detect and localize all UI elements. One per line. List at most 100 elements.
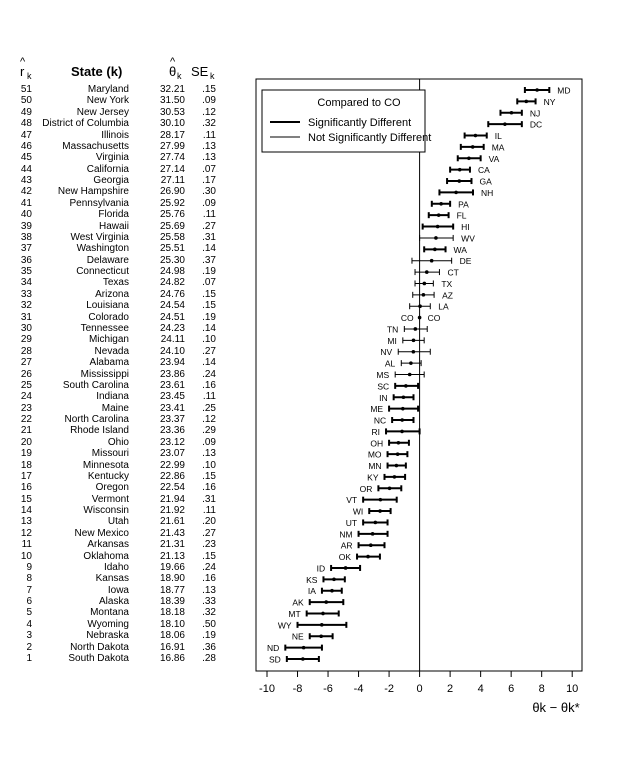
error-bar-az: AZ (412, 290, 453, 300)
error-bar-ar: AR (341, 541, 386, 551)
state-abbrev-label: SC (377, 381, 389, 391)
table-row: 20 Ohio 23.12 .09 (0, 437, 250, 448)
error-bar-wa: WA (423, 245, 468, 255)
rank-cell: 44 (20, 163, 32, 175)
error-bar-ny: NY (516, 97, 556, 107)
theta-cell: 25.51 (159, 243, 185, 255)
state-abbrev-label: VA (489, 154, 500, 164)
state-abbrev-label: ME (370, 404, 383, 414)
rank-cell: 12 (20, 527, 32, 539)
state-cell: Connecticut (76, 266, 129, 278)
error-bar-vt: VT (346, 495, 398, 505)
se-cell: .13 (202, 152, 216, 164)
theta-cell: 21.43 (159, 527, 185, 539)
state-abbrev-label: MS (376, 370, 389, 380)
point-estimate (524, 99, 529, 104)
state-cell: Maryland (87, 84, 129, 95)
error-bar-wv: WV (419, 233, 475, 243)
error-bar-ut: UT (346, 518, 389, 528)
point-estimate (319, 623, 324, 627)
table-row: 17 Kentucky 22.86 .15 (0, 471, 250, 482)
theta-cell: 25.30 (159, 254, 185, 266)
state-abbrev-label: WV (461, 233, 475, 243)
state-cell: Missouri (91, 448, 129, 460)
x-axis-label: θk − θk* (532, 700, 579, 715)
error-bar-ok: OK (339, 552, 381, 562)
table-row: 2 North Dakota 16.91 .36 (0, 642, 250, 653)
table-row: 12 New Mexico 21.43 .27 (0, 528, 250, 539)
legend: Compared to CO Significantly Different N… (261, 89, 431, 153)
theta-cell: 23.86 (159, 368, 185, 380)
point-estimate (324, 600, 329, 604)
state-cell: Kansas (95, 573, 129, 585)
table-row: 3 Nebraska 18.06 .19 (0, 630, 250, 641)
theta-cell: 23.07 (159, 448, 185, 460)
state-abbrev-label: LA (438, 302, 449, 312)
table-row: 42 New Hampshire 26.90 .30 (0, 186, 250, 197)
state-abbrev-label: IL (495, 131, 502, 141)
rank-cell: 45 (20, 152, 32, 164)
error-bar-hi: HI (421, 222, 470, 232)
point-estimate (467, 156, 471, 161)
error-bar-ky: KY (367, 472, 407, 482)
state-cell: Minnesota (82, 459, 129, 471)
se-cell: .19 (202, 630, 216, 642)
rank-hat: ^ (20, 56, 26, 68)
state-abbrev-label: WA (454, 245, 468, 255)
table-row: 10 Oklahoma 21.13 .15 (0, 551, 250, 562)
rank-cell: 26 (20, 368, 32, 380)
table-row: 16 Oregon 22.54 .16 (0, 482, 250, 493)
error-bar-ks: KS (306, 575, 346, 585)
se-cell: .19 (202, 311, 216, 323)
rank-cell: 5 (26, 607, 32, 619)
table-row: 43 Georgia 27.11 .17 (0, 175, 250, 186)
se-cell: .24 (202, 561, 216, 573)
rank-cell: 31 (20, 311, 32, 323)
table-row: 48 District of Columbia 30.10 .32 (0, 118, 250, 129)
table-row: 45 Virginia 27.74 .13 (0, 152, 250, 163)
table-row: 11 Arkansas 21.31 .23 (0, 539, 250, 550)
state-cell: Louisiana (86, 300, 129, 312)
state-abbrev-label: AR (341, 541, 353, 551)
error-bar-ak: AK (292, 598, 345, 608)
error-bar-or: OR (360, 484, 403, 494)
state-abbrev-label: AK (292, 598, 304, 608)
theta-cell: 30.10 (159, 118, 185, 130)
error-bar-nh: NH (438, 188, 493, 198)
se-cell: .37 (202, 254, 216, 266)
point-estimate (330, 588, 334, 593)
state-cell: Colorado (88, 311, 129, 323)
error-bar-oh: OH (370, 438, 410, 448)
point-estimate (392, 475, 397, 479)
error-bar-wi: WI (353, 507, 392, 517)
theta-cell: 24.98 (159, 266, 185, 278)
state-abbrev-label: CA (478, 165, 490, 175)
table-row: 37 Washington 25.51 .14 (0, 243, 250, 254)
se-cell: .32 (202, 118, 216, 130)
table-row: 21 Rhode Island 23.36 .29 (0, 425, 250, 436)
state-cell: Wisconsin (83, 505, 129, 517)
table-row: 19 Missouri 23.07 .13 (0, 448, 250, 459)
theta-cell: 26.90 (159, 186, 185, 198)
theta-cell: 23.12 (159, 436, 185, 448)
state-cell: Rhode Island (70, 425, 129, 437)
se-cell: .23 (202, 539, 216, 551)
theta-header-sub: k (177, 71, 182, 81)
theta-cell: 24.11 (160, 334, 185, 346)
state-abbrev-label: KS (306, 575, 318, 585)
error-bar-ga: GA (446, 177, 492, 187)
state-cell: California (86, 163, 129, 175)
table-row: 31 Colorado 24.51 .19 (0, 312, 250, 323)
error-bar-nc: NC (374, 416, 415, 426)
table-row: 30 Tennessee 24.23 .14 (0, 323, 250, 334)
table-row: 9 Idaho 19.66 .24 (0, 562, 250, 573)
se-cell: .14 (202, 243, 216, 255)
point-estimate (319, 634, 323, 639)
state-cell: Ohio (107, 436, 129, 448)
se-cell: .09 (202, 95, 216, 107)
table-row: 22 North Carolina 23.37 .12 (0, 414, 250, 425)
table-row: 24 Indiana 23.45 .11 (0, 391, 250, 402)
state-abbrev-label: MI (387, 336, 396, 346)
se-cell: .33 (202, 596, 216, 608)
